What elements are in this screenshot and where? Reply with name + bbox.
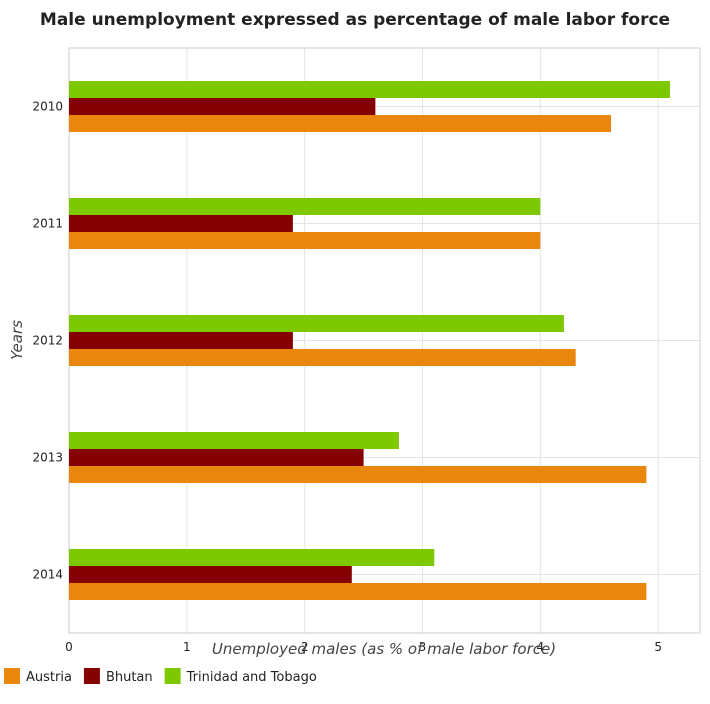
bar-bhutan-2012 (69, 332, 293, 349)
bars (69, 81, 670, 600)
y-tick-label: 2014 (32, 568, 63, 582)
bar-trinidad-and-tobago-2012 (69, 315, 564, 332)
bar-austria-2010 (69, 115, 612, 132)
y-tick-label: 2010 (32, 100, 63, 114)
legend-label: Austria (26, 670, 72, 685)
legend-label: Bhutan (106, 670, 153, 685)
chart-title: Male unemployment expressed as percentag… (39, 10, 671, 30)
x-tick-label: 2 (301, 640, 309, 654)
x-axis-label: Unemployed males (as % of male labor for… (212, 640, 556, 658)
legend-swatch-bhutan (83, 668, 100, 684)
bar-trinidad-and-tobago-2010 (69, 81, 670, 98)
x-tick-label: 0 (65, 640, 73, 654)
y-tick-label: 2011 (32, 217, 63, 231)
x-tick-label: 3 (419, 640, 427, 654)
y-tick-label: 2013 (32, 451, 63, 465)
bar-austria-2014 (69, 583, 647, 600)
x-tick-label: 5 (654, 640, 662, 654)
legend-swatch-austria (4, 668, 20, 684)
y-tick-label: 2012 (32, 334, 63, 348)
x-tick-labels: 0 1 2 3 4 5 (65, 640, 662, 654)
bar-bhutan-2011 (69, 215, 293, 232)
bar-bhutan-2013 (69, 449, 364, 466)
bar-bhutan-2014 (69, 566, 352, 583)
x-tick-label: 1 (183, 640, 191, 654)
bar-trinidad-and-tobago-2014 (69, 549, 435, 566)
bar-trinidad-and-tobago-2013 (69, 432, 399, 449)
y-axis-label: Years (8, 320, 26, 360)
bar-bhutan-2010 (69, 98, 376, 115)
legend-swatch-trinidad-and-tobago (164, 668, 181, 684)
legend: Austria Bhutan Trinidad and Tobago (4, 668, 317, 685)
bar-trinidad-and-tobago-2011 (69, 198, 541, 215)
y-tick-labels: 2010 2011 2012 2013 2014 (32, 100, 63, 582)
bar-austria-2012 (69, 349, 576, 366)
legend-label: Trinidad and Tobago (186, 670, 317, 685)
bar-austria-2013 (69, 466, 647, 483)
x-tick-label: 4 (537, 640, 545, 654)
bar-austria-2011 (69, 232, 541, 249)
